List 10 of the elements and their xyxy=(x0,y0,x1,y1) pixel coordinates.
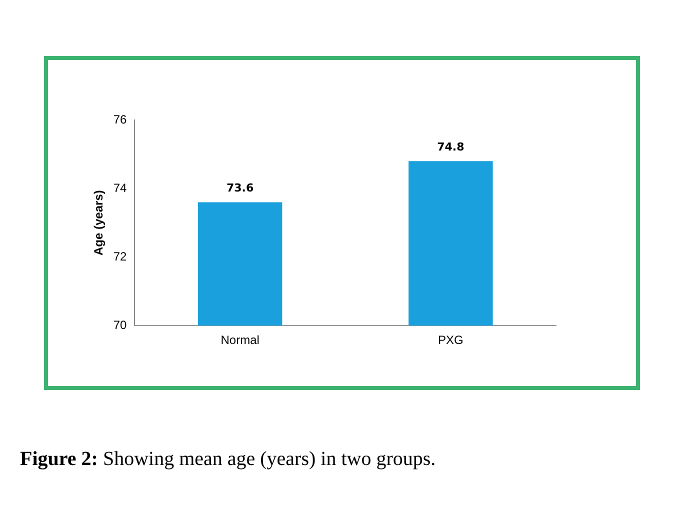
y-axis-title: Age (years) xyxy=(92,190,106,256)
data-label: 74.8 xyxy=(437,140,464,154)
caption: Figure 2: Showing mean age (years) in two groups. xyxy=(20,448,436,471)
y-tick-label: 72 xyxy=(113,249,128,264)
x-tick-label: Normal xyxy=(220,333,260,348)
y-tick-label: 74 xyxy=(113,180,128,195)
y-tick-label: 70 xyxy=(113,318,128,332)
x-tick-label: PXG xyxy=(438,333,464,348)
data-label: 73.6 xyxy=(226,182,254,195)
y-tick-label: 76 xyxy=(113,112,128,126)
